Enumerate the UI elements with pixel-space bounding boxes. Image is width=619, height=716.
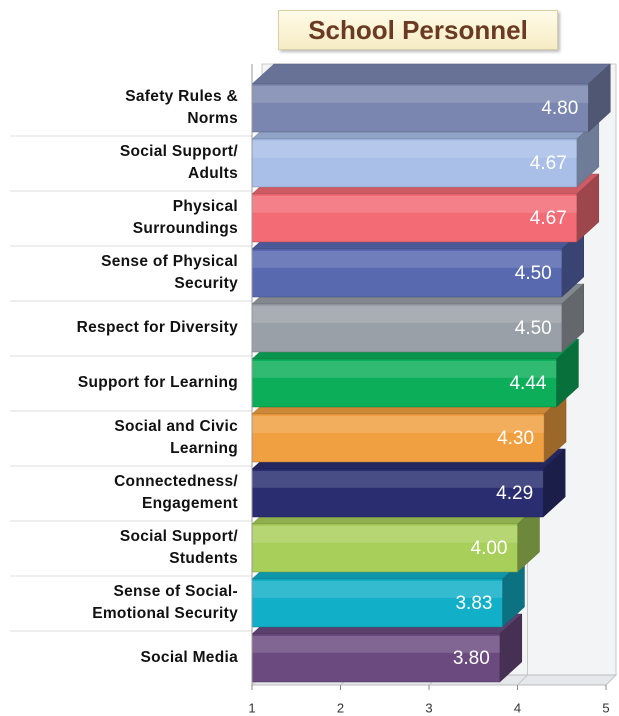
- bar: [251, 303, 562, 353]
- x-tick-label: 1: [248, 700, 255, 715]
- value-label: 4.00: [471, 538, 508, 559]
- category-label: Respect for Diversity: [76, 319, 238, 336]
- bar: [251, 358, 557, 408]
- x-tick-label: 4: [514, 700, 521, 715]
- value-label: 4.50: [515, 318, 552, 339]
- category-label: Connectedness/ Engagement: [114, 473, 238, 512]
- grid-line: [605, 64, 617, 686]
- x-tick-label: 2: [337, 700, 344, 715]
- value-label: 3.83: [455, 593, 492, 614]
- value-label: 4.50: [515, 263, 552, 284]
- category-label: Safety Rules & Norms: [125, 88, 238, 127]
- bar-shine: [252, 196, 577, 213]
- bar-shine: [252, 526, 518, 543]
- bar: [251, 413, 545, 463]
- bar: [251, 83, 589, 133]
- category-label: Social Support/ Students: [119, 528, 238, 567]
- bar-shine: [252, 471, 544, 488]
- x-tick-label: 5: [602, 700, 609, 715]
- category-label: Social Media: [140, 649, 238, 666]
- bar: [251, 193, 578, 243]
- bar-shine: [252, 361, 557, 378]
- category-label: Sense of Physical Security: [101, 253, 238, 292]
- value-label: 4.30: [497, 428, 534, 449]
- category-label: Support for Learning: [77, 374, 238, 391]
- value-label: 4.67: [530, 208, 567, 229]
- bar-shine: [252, 141, 577, 158]
- bar-shine: [252, 306, 562, 323]
- bar: [251, 138, 578, 188]
- bar-shine: [252, 416, 545, 433]
- category-label: Physical Surroundings: [132, 198, 238, 237]
- bar-shine: [252, 636, 500, 653]
- bar-shine: [252, 251, 562, 268]
- bar-top: [251, 63, 611, 85]
- bar: [251, 633, 501, 683]
- chart-title: School Personnel: [278, 10, 558, 50]
- category-label: Social and Civic Learning: [114, 418, 238, 457]
- bar: [251, 523, 518, 573]
- bar-shine: [252, 86, 589, 103]
- value-label: 4.67: [530, 153, 567, 174]
- category-label: Sense of Social- Emotional Security: [92, 583, 238, 622]
- x-tick-label: 3: [425, 700, 432, 715]
- bar-shine: [252, 581, 503, 598]
- value-label: 4.80: [541, 98, 578, 119]
- value-label: 4.44: [509, 373, 546, 394]
- bar: [251, 468, 544, 518]
- category-label: Social Support/ Adults: [119, 143, 238, 182]
- value-label: 3.80: [453, 648, 490, 669]
- value-label: 4.29: [496, 483, 533, 504]
- bar: [251, 578, 503, 628]
